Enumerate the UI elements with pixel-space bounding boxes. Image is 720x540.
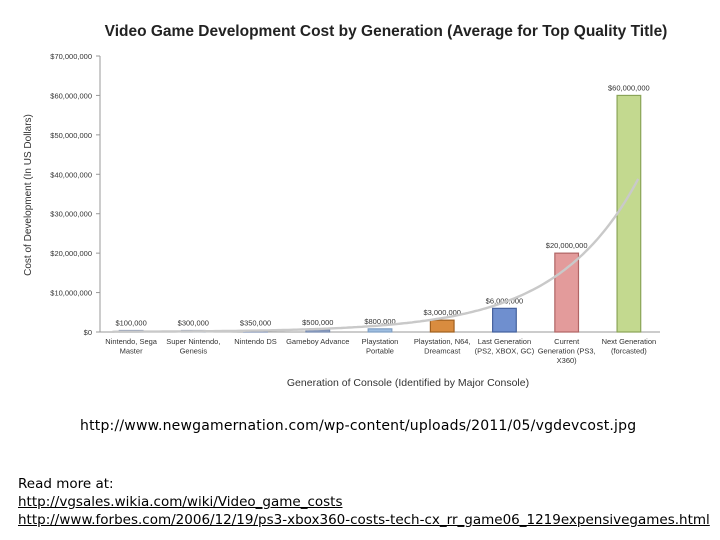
data-label: $60,000,000 [608, 83, 650, 92]
read-more-section: Read more at: http://vgsales.wikia.com/w… [18, 475, 710, 529]
read-more-label: Read more at: [18, 476, 114, 492]
data-label: $500,000 [302, 318, 333, 327]
x-tick-label: (forcasted) [611, 347, 647, 356]
chart-title: Video Game Development Cost by Generatio… [105, 23, 668, 40]
link-forbes[interactable]: http://www.forbes.com/2006/12/19/ps3-xbo… [18, 512, 710, 528]
trend-line [112, 178, 640, 333]
x-tick-label: Last Generation [478, 337, 531, 346]
x-tick-label: Portable [366, 347, 394, 356]
x-tick-label: Playstation, N64, [414, 337, 471, 346]
x-tick-label: Genesis [180, 347, 208, 356]
y-tick-label: $30,000,000 [50, 210, 92, 219]
y-axis-title: Cost of Development (In US Dollars) [23, 114, 34, 276]
source-url: http://www.newgamernation.com/wp-content… [80, 418, 637, 434]
x-tick-label: Playstation [362, 337, 399, 346]
data-label: $6,000,000 [486, 296, 524, 305]
y-tick-label: $60,000,000 [50, 91, 92, 100]
data-label: $800,000 [364, 317, 395, 326]
bar [616, 94, 642, 333]
x-tick-label: Master [120, 347, 143, 356]
data-label: $300,000 [178, 319, 209, 328]
x-tick-label: X360) [557, 356, 578, 365]
plot-area: $0 $10,000,000 $20,000,000 $30,000,000 $40,0… [50, 52, 660, 365]
x-tick-label: (PS2, XBOX, GC) [475, 347, 535, 356]
x-tick-label: Generation (PS3, [538, 347, 596, 356]
data-label: $350,000 [240, 319, 271, 328]
x-axis-title: Generation of Console (Identified by Maj… [287, 377, 529, 389]
y-tick-label: $40,000,000 [50, 170, 92, 179]
y-tick-label: $20,000,000 [50, 249, 92, 258]
bar [429, 319, 455, 333]
x-tick-label: Gameboy Advance [286, 337, 349, 346]
data-label: $3,000,000 [423, 308, 461, 317]
bar [492, 307, 517, 333]
x-tick-label: Next Generation [602, 337, 657, 346]
link-vgsales[interactable]: http://vgsales.wikia.com/wiki/Video_game… [18, 494, 343, 510]
y-tick-label: $50,000,000 [50, 131, 92, 140]
bar [554, 252, 580, 333]
y-tick-label: $70,000,000 [50, 52, 92, 61]
x-tick-label: Nintendo DS [234, 337, 277, 346]
bar-chart: Video Game Development Cost by Generatio… [23, 23, 668, 389]
bar [367, 328, 393, 333]
x-tick-label: Nintendo, Sega [105, 337, 158, 346]
x-tick-label: Current [554, 337, 580, 346]
data-label: $100,000 [115, 319, 146, 328]
y-tick-label: $10,000,000 [50, 289, 92, 298]
x-tick-label: Super Nintendo, [166, 337, 220, 346]
y-tick-label: $0 [84, 328, 92, 337]
data-label: $20,000,000 [546, 241, 588, 250]
x-tick-label: Dreamcast [424, 347, 461, 356]
